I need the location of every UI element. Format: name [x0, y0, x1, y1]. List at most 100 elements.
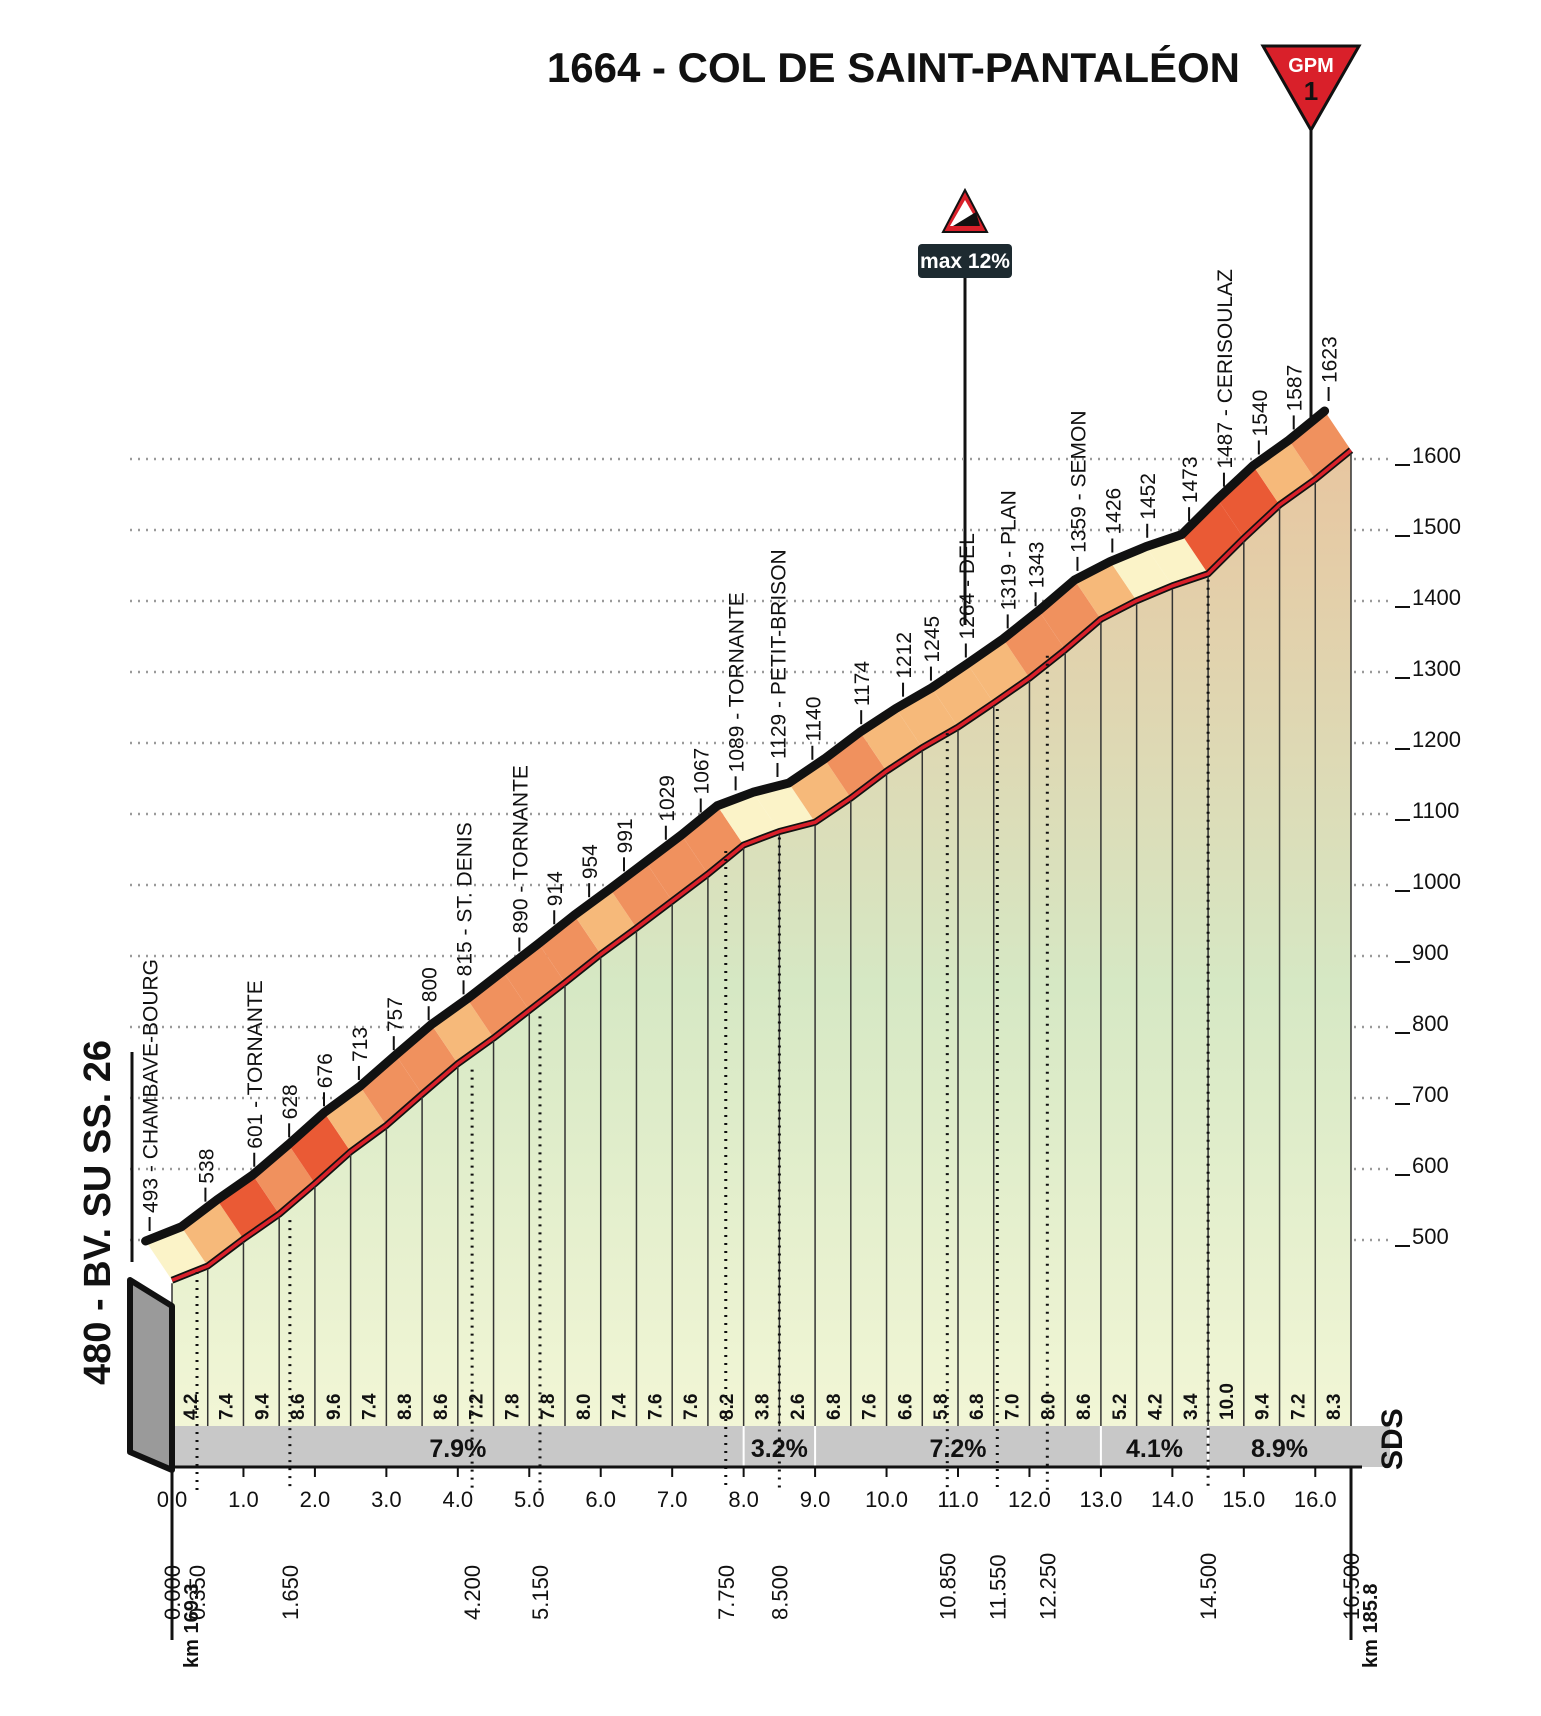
x-tick-label: 0.0 [157, 1487, 188, 1512]
logo-text: SDS [1376, 1408, 1409, 1470]
segment-gradient-label: 6.6 [895, 1394, 916, 1420]
y-tick-label: 1300 [1412, 656, 1461, 681]
waypoint-label: 1264 - DEL [956, 533, 979, 639]
y-tick-label: 800 [1412, 1011, 1449, 1036]
x-tick-label: 12.0 [1008, 1487, 1051, 1512]
gradient-band [717, 792, 780, 845]
segment-gradient-label: 5.2 [1110, 1394, 1131, 1420]
waypoint-label: 1426 [1102, 488, 1125, 535]
gpm-triangle-icon [1260, 44, 1362, 134]
segment-gradient-label: 7.4 [610, 1393, 631, 1420]
partial-km-label: 8.500 [767, 1565, 792, 1620]
partial-km-label: 14.500 [1196, 1553, 1221, 1620]
waypoint-label: 1174 [851, 661, 874, 706]
x-tick-label: 2.0 [300, 1487, 331, 1512]
kilometre-dividers [171, 453, 1352, 1426]
partial-km-label: 5.150 [528, 1565, 553, 1620]
segment-gradient-label: 8.0 [574, 1394, 595, 1420]
segment-gradient-label: 7.2 [1288, 1394, 1309, 1420]
segment-gradient-label: 8.6 [431, 1394, 452, 1420]
waypoint-label: 1212 [893, 632, 916, 679]
segment-gradient-label: 8.6 [288, 1394, 309, 1420]
x-tick-label: 16.0 [1294, 1487, 1337, 1512]
summary-gradient-label: 7.2% [930, 1435, 987, 1463]
segment-gradient-labels: 4.2 7.4 9.4 8.6 9.6 7.4 8.8 8.6 7.2 7.8 7.8 8.0 7.4 7… [181, 1383, 1345, 1420]
start-label: 480 - BV. SU SS. 26 [77, 1040, 119, 1385]
x-tick-label: 8.0 [728, 1487, 759, 1512]
waypoint-label: 757 [384, 997, 407, 1032]
gradient-band [1145, 534, 1209, 586]
partial-km-label: 4.200 [460, 1565, 485, 1620]
distance-axis: 0.0 1.0 2.0 3.0 4.0 5.0 6.0 7.0 8.0 9.0 10.0 11.0 12… [157, 579, 1364, 1640]
waypoint-label: 601 - TORNANTE [244, 980, 267, 1148]
segment-gradient-label: 7.6 [860, 1394, 881, 1420]
segment-gradient-label: 6.8 [824, 1394, 845, 1420]
segment-gradient-label: 7.4 [360, 1393, 381, 1420]
waypoint-labels: 493 - CHAMBAVE-BOURG 538 601 - TORNANTE 628… [140, 269, 1342, 1231]
waypoint-label: 538 [195, 1149, 218, 1184]
profile-fill [172, 450, 1351, 1427]
segment-gradient-label: 8.2 [717, 1394, 738, 1420]
segment-gradient-label: 7.2 [467, 1394, 488, 1420]
segment-gradient-label: 10.0 [1217, 1383, 1238, 1420]
summary-bar-bg [172, 1426, 1390, 1467]
gpm-label: GPM [1288, 55, 1334, 77]
road-line [171, 448, 1353, 1282]
x-tick-label: 6.0 [585, 1487, 616, 1512]
x-tick-label: 10.0 [865, 1487, 908, 1512]
y-tick-label: 1000 [1412, 869, 1461, 894]
segment-gradient-label: 8.6 [1074, 1394, 1095, 1420]
gradient-band [359, 1054, 423, 1126]
race-km-end: km 185.8 [1360, 1583, 1382, 1668]
y-tick-label: 600 [1412, 1153, 1449, 1178]
segment-gradient-label: 3.4 [1181, 1393, 1202, 1420]
waypoint-label: 1540 [1249, 390, 1272, 437]
start-block-front [127, 1277, 175, 1473]
partial-km-label: 0.000 [160, 1565, 185, 1620]
segment-gradient-label: 4.2 [1146, 1394, 1167, 1420]
segment-gradient-label: 7.4 [217, 1393, 238, 1420]
summary-gradient-label: 7.9% [429, 1435, 486, 1463]
segment-gradient-label: 3.8 [753, 1394, 774, 1420]
y-tick-label: 700 [1412, 1082, 1449, 1107]
race-km-start: km 169.3 [181, 1583, 203, 1668]
segment-gradient-label: 8.8 [395, 1394, 416, 1420]
x-tick-label: 13.0 [1079, 1487, 1122, 1512]
waypoint-label: 991 [614, 818, 637, 853]
waypoint-label: 890 - TORNANTE [509, 765, 532, 933]
steep-warning-slope [953, 212, 980, 226]
gpm-badge: GPM 1 [1260, 44, 1362, 420]
waypoint-label: 1452 [1137, 473, 1160, 520]
gradient-band [1217, 465, 1280, 539]
segment-gradient-label: 7.0 [1003, 1394, 1024, 1420]
waypoint-label: 1029 [656, 775, 679, 822]
waypoint-label: 1067 [691, 748, 714, 795]
segment-gradient-label: 6.8 [967, 1394, 988, 1420]
partial-km-label: 0.350 [185, 1565, 210, 1620]
waypoint-label: 493 - CHAMBAVE-BOURG [140, 959, 163, 1213]
segment-gradient-label: 7.8 [538, 1394, 559, 1420]
y-tick-label: 500 [1412, 1224, 1449, 1249]
segment-gradient-label: 7.8 [502, 1394, 523, 1420]
waypoint-label: 954 [579, 844, 602, 879]
partial-km-label: 12.250 [1035, 1553, 1060, 1620]
segment-gradient-label: 5.8 [931, 1394, 952, 1420]
x-tick-label: 3.0 [371, 1487, 402, 1512]
partial-km-label: 7.750 [714, 1565, 739, 1620]
y-tick-label: 1400 [1412, 585, 1461, 610]
x-tick-label: 9.0 [800, 1487, 831, 1512]
gradient-bands [141, 406, 1354, 1284]
x-tick-label: 4.0 [443, 1487, 474, 1512]
y-tick-label: 900 [1412, 940, 1449, 965]
waypoint-label: 1245 [921, 616, 944, 663]
profile-area [172, 450, 1351, 1427]
y-tick-label: 1600 [1412, 443, 1461, 468]
partial-km-label: 16.500 [1339, 1553, 1364, 1620]
segment-gradient-label: 8.3 [1324, 1394, 1345, 1420]
waypoint-label: 815 - ST. DENIS [454, 822, 477, 976]
max-gradient-box [918, 244, 1012, 278]
x-tick-label: 1.0 [228, 1487, 259, 1512]
waypoint-label: 800 [419, 967, 442, 1002]
waypoint-label: 1140 [802, 697, 825, 742]
summary-gradient-label: 3.2% [751, 1435, 808, 1463]
